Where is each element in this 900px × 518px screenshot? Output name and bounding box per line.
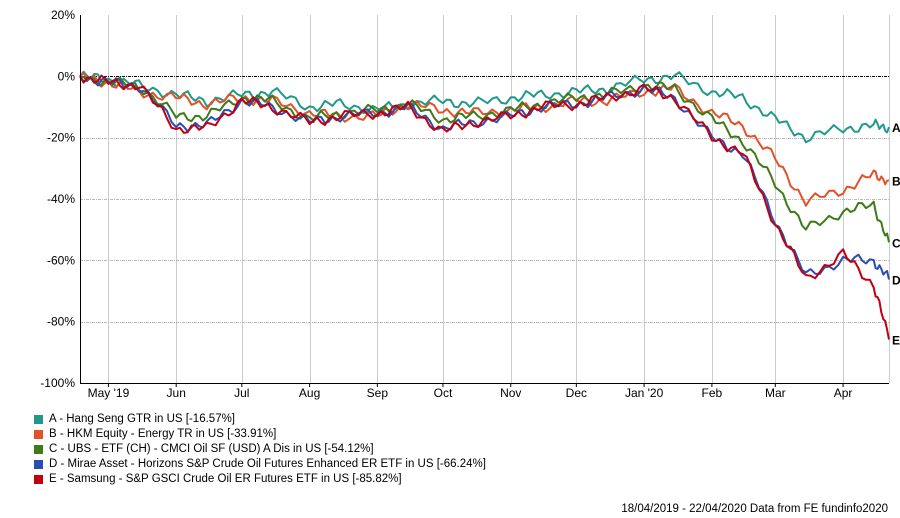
legend-swatch-c xyxy=(34,445,43,454)
series-line-b xyxy=(79,71,890,207)
x-axis-ticks: May '19 Jun Jul Aug Sep Oct Nov Dec Jan '20 Feb Ma… xyxy=(88,383,853,400)
legend-label-e: E - Samsung - S&P GSCI Crude Oil ER Futu… xyxy=(49,473,402,485)
series-line-d xyxy=(79,75,890,280)
series-lines xyxy=(79,70,890,340)
y-tick-label: 0% xyxy=(58,69,76,83)
gridlines xyxy=(80,15,890,383)
x-tick-label: Apr xyxy=(834,386,853,400)
legend: A - Hang Seng GTR in US [-16.57%] B - HK… xyxy=(34,412,486,487)
series-line-e xyxy=(79,74,890,340)
legend-swatch-b xyxy=(34,430,43,439)
legend-swatch-d xyxy=(34,460,43,469)
end-label-b: B xyxy=(892,174,900,188)
end-label-c: C xyxy=(892,236,900,250)
end-label-e: E xyxy=(892,334,900,348)
legend-item-d: D - Mirae Asset - Horizons S&P Crude Oil… xyxy=(34,457,486,472)
series-line-a xyxy=(79,70,890,144)
y-tick-label: -100% xyxy=(40,376,75,390)
legend-swatch-a xyxy=(34,415,43,424)
y-tick-label: -60% xyxy=(47,253,75,267)
y-axis-ticks: 20% 0% -20% -40% -60% -80% -100% xyxy=(40,8,75,390)
x-tick-label: Jun xyxy=(167,386,186,400)
x-tick-label: Feb xyxy=(702,386,723,400)
x-tick-label: Oct xyxy=(434,386,453,400)
x-tick-label: Jan '20 xyxy=(625,386,664,400)
x-tick-label: Jul xyxy=(234,386,249,400)
series-line-c xyxy=(79,75,890,243)
legend-swatch-e xyxy=(34,475,43,484)
y-tick-label: -40% xyxy=(47,192,75,206)
legend-item-a: A - Hang Seng GTR in US [-16.57%] xyxy=(34,412,486,427)
legend-item-e: E - Samsung - S&P GSCI Crude Oil ER Futu… xyxy=(34,472,486,487)
axes xyxy=(80,15,889,384)
footer-source-note: 18/04/2019 - 22/04/2020 Data from FE fun… xyxy=(621,503,888,515)
y-tick-label: 20% xyxy=(51,8,75,22)
legend-label-d: D - Mirae Asset - Horizons S&P Crude Oil… xyxy=(49,458,486,470)
x-tick-label: Mar xyxy=(765,386,786,400)
x-tick-label: May '19 xyxy=(88,386,130,400)
y-tick-label: -20% xyxy=(47,131,75,145)
end-label-a: A xyxy=(892,121,900,135)
x-tick-label: Sep xyxy=(367,386,389,400)
legend-item-c: C - UBS - ETF (CH) - CMCI Oil SF (USD) A… xyxy=(34,442,486,457)
x-tick-label: Dec xyxy=(566,386,587,400)
legend-label-b: B - HKM Equity - Energy TR in US [-33.91… xyxy=(49,428,277,440)
x-tick-label: Nov xyxy=(500,386,521,400)
y-tick-label: -80% xyxy=(47,315,75,329)
legend-label-a: A - Hang Seng GTR in US [-16.57%] xyxy=(49,413,236,425)
end-label-d: D xyxy=(892,273,900,287)
x-tick-label: Aug xyxy=(299,386,320,400)
series-end-labels: A B C D E xyxy=(892,121,900,347)
legend-item-b: B - HKM Equity - Energy TR in US [-33.91… xyxy=(34,427,486,442)
legend-label-c: C - UBS - ETF (CH) - CMCI Oil SF (USD) A… xyxy=(49,443,374,455)
